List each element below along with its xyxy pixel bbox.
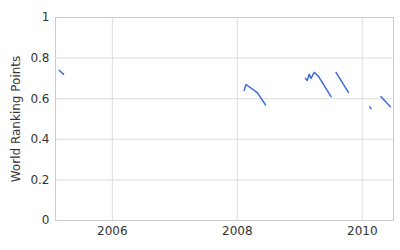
svg-text:0.2: 0.2 xyxy=(30,173,49,187)
svg-text:0.8: 0.8 xyxy=(30,51,49,65)
svg-text:World Ranking Points: World Ranking Points xyxy=(9,56,23,183)
svg-text:0.4: 0.4 xyxy=(30,132,49,146)
svg-text:1: 1 xyxy=(42,10,50,24)
svg-text:2008: 2008 xyxy=(222,224,253,238)
svg-text:2006: 2006 xyxy=(97,224,128,238)
svg-text:0: 0 xyxy=(42,213,50,227)
svg-text:0.6: 0.6 xyxy=(30,92,49,106)
svg-text:2010: 2010 xyxy=(347,224,378,238)
